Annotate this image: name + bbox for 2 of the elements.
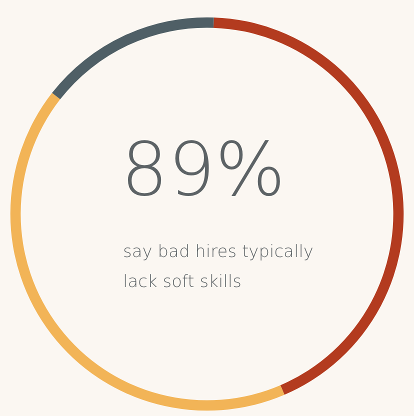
text: 89% [121, 127, 286, 213]
text: say bad hires typically lack soft skills [123, 242, 319, 292]
